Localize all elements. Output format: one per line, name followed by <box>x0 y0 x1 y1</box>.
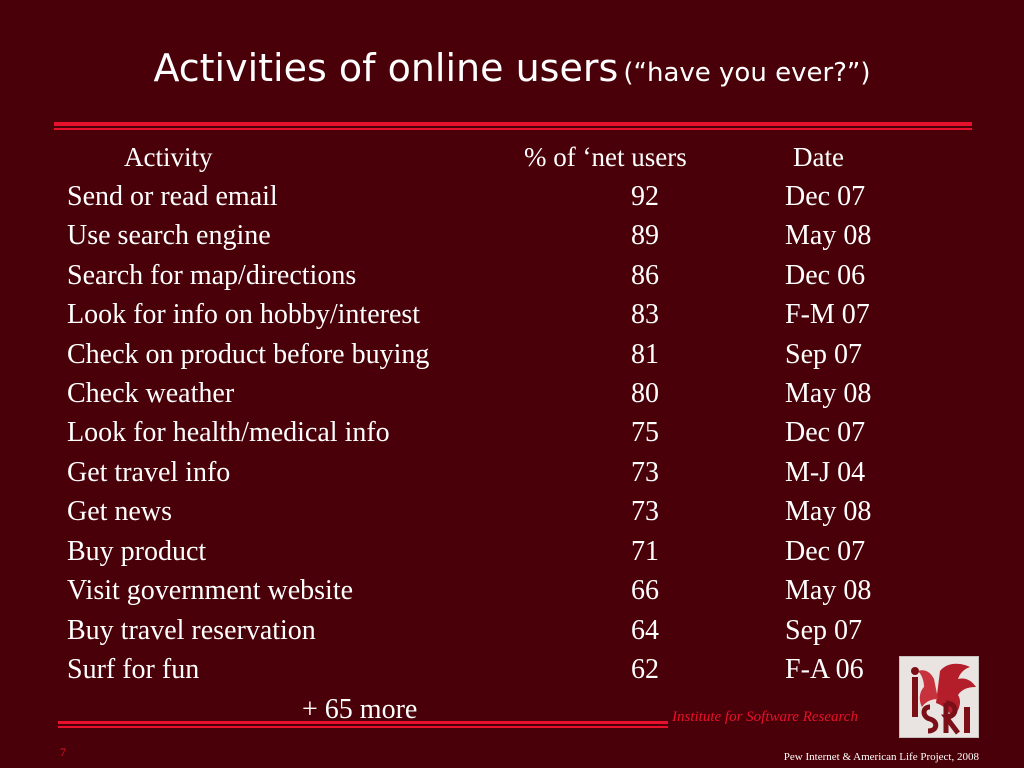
row-date: M-J 04 <box>785 457 866 488</box>
bottom-divider <box>58 721 668 728</box>
row-activity: Use search engine <box>67 220 271 251</box>
row-activity: Send or read email <box>67 181 278 212</box>
row-activity: Buy travel reservation <box>67 615 316 646</box>
row-percent: 92 <box>631 181 659 212</box>
institute-name: Institute for Software Research <box>672 709 858 725</box>
row-date: F-A 06 <box>785 654 864 685</box>
row-date: Dec 07 <box>785 536 866 567</box>
row-date: May 08 <box>785 220 872 251</box>
row-percent: 83 <box>631 299 659 330</box>
row-percent: 80 <box>631 378 659 409</box>
row-activity: Look for info on hobby/interest <box>67 299 421 330</box>
table-header: Activity % of ‘net users Date <box>0 138 1024 177</box>
table-row: Look for health/medical info 75 Dec 07 <box>0 413 1024 452</box>
row-date: May 08 <box>785 575 872 606</box>
row-percent: 73 <box>631 496 659 527</box>
slide-title: Activities of online users (“have you ev… <box>0 46 1024 90</box>
row-percent: 71 <box>631 536 659 567</box>
header-activity: Activity <box>124 142 213 172</box>
row-percent: 81 <box>631 339 659 370</box>
row-date: Dec 06 <box>785 260 866 291</box>
row-date: Sep 07 <box>785 339 862 370</box>
table-row: Buy travel reservation 64 Sep 07 <box>0 611 1024 650</box>
row-percent: 89 <box>631 220 659 251</box>
row-activity: Look for health/medical info <box>67 417 390 448</box>
row-activity: Search for map/directions <box>67 260 357 291</box>
slide-title-sub: (“have you ever?”) <box>623 58 871 88</box>
table-row: Search for map/directions 86 Dec 06 <box>0 256 1024 295</box>
table-row: Check on product before buying 81 Sep 07 <box>0 335 1024 374</box>
more-count: + 65 more <box>302 694 418 725</box>
table-row: Use search engine 89 May 08 <box>0 216 1024 255</box>
row-date: May 08 <box>785 496 872 527</box>
table-row: Look for info on hobby/interest 83 F-M 0… <box>0 295 1024 334</box>
table-row: Get travel info 73 M-J 04 <box>0 453 1024 492</box>
table-row: Buy product 71 Dec 07 <box>0 532 1024 571</box>
row-activity: Buy product <box>67 536 207 567</box>
table-row: Send or read email 92 Dec 07 <box>0 177 1024 216</box>
table-row: Surf for fun 62 F-A 06 <box>0 650 1024 689</box>
slide-title-main: Activities of online users <box>153 46 619 90</box>
row-date: May 08 <box>785 378 872 409</box>
row-percent: 75 <box>631 417 659 448</box>
row-activity: Get travel info <box>67 457 231 488</box>
row-date: Dec 07 <box>785 181 866 212</box>
page-number: 7 <box>60 745 66 759</box>
header-percent: % of ‘net users <box>524 142 687 172</box>
row-date: Sep 07 <box>785 615 862 646</box>
row-percent: 62 <box>631 654 659 685</box>
table-row: Visit government website 66 May 08 <box>0 571 1024 610</box>
top-divider <box>54 122 972 131</box>
row-activity: Check on product before buying <box>67 339 430 370</box>
row-date: F-M 07 <box>785 299 870 330</box>
row-percent: 64 <box>631 615 659 646</box>
table-row: Check weather 80 May 08 <box>0 374 1024 413</box>
header-date: Date <box>793 142 844 172</box>
table-row: Get news 73 May 08 <box>0 492 1024 531</box>
row-percent: 66 <box>631 575 659 606</box>
row-activity: Get news <box>67 496 172 527</box>
footer-credit: Pew Internet & American Life Project, 20… <box>783 751 979 763</box>
row-percent: 73 <box>631 457 659 488</box>
row-activity: Surf for fun <box>67 654 200 685</box>
row-activity: Check weather <box>67 378 235 409</box>
isri-griffin-logo-icon <box>899 656 979 738</box>
row-percent: 86 <box>631 260 659 291</box>
row-activity: Visit government website <box>67 575 354 606</box>
row-date: Dec 07 <box>785 417 866 448</box>
